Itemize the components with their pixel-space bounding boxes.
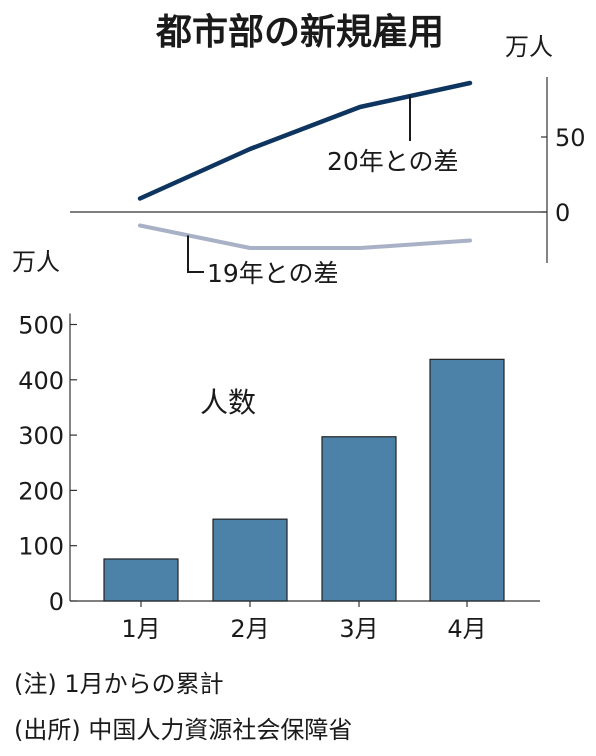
bar-series-label: 人数: [200, 386, 256, 419]
x-tick-label: 3月: [339, 615, 378, 643]
bar-y-tick-label: 100: [18, 533, 64, 561]
bar-y-tick-label: 200: [18, 477, 64, 505]
line-chart: 0 50 20年との差 19年との差: [70, 77, 586, 288]
chart-title: 都市部の新規雇用: [155, 12, 444, 53]
bar-4: [429, 358, 505, 602]
series-line-2020-diff: [137, 80, 473, 201]
series-label-leader-2019: [187, 235, 204, 273]
bar-3: [321, 436, 397, 602]
bar-1: [103, 558, 179, 602]
bar-y-tick-label: 300: [18, 422, 64, 450]
bar-chart: 0 100 200 300 400 500 1月 2月 3月 4月: [18, 312, 540, 643]
source-line: (出所) 中国人力資源社会保障省: [14, 716, 353, 744]
line-y-tick-label: 50: [555, 124, 586, 152]
bar-2: [212, 518, 288, 602]
bar-unit-label: 万人: [12, 248, 60, 276]
series-label-2020: 20年との差: [327, 147, 459, 176]
bar-y-tick-label: 400: [18, 367, 64, 395]
x-tick-label: 4月: [447, 615, 486, 643]
series-label-2019: 19年との差: [207, 259, 339, 288]
line-y-tick-label: 0: [555, 199, 570, 227]
x-tick-label: 1月: [121, 615, 160, 643]
line-unit-label: 万人: [505, 33, 553, 61]
note-line: (注) 1月からの累計: [14, 670, 224, 698]
bar-y-tick-label: 500: [18, 312, 64, 340]
bar-y-tick-label: 0: [49, 588, 64, 616]
series-line-2019-diff: [138, 223, 472, 250]
x-tick-label: 2月: [230, 615, 269, 643]
